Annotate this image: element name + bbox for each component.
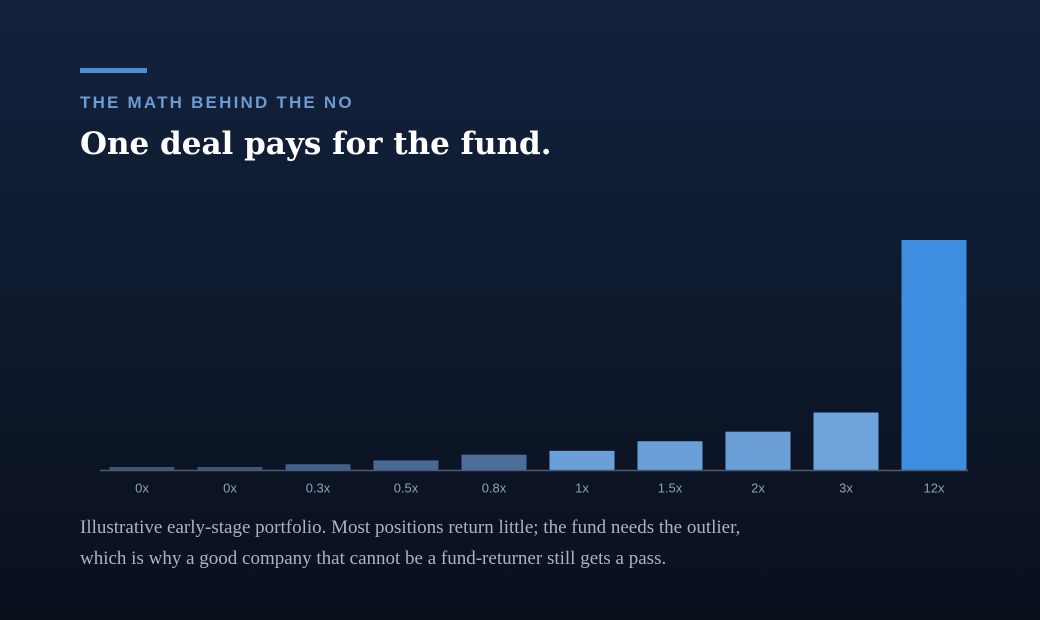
bar — [197, 467, 263, 470]
bar — [285, 464, 351, 470]
caption-line: which is why a good company that cannot … — [80, 548, 667, 569]
bar-label: 12x — [924, 480, 945, 495]
bar — [109, 467, 175, 470]
bar-label: 0x — [223, 480, 237, 495]
bar-label: 3x — [839, 480, 853, 495]
bar-label: 0x — [135, 480, 149, 495]
bar — [725, 431, 791, 470]
bar — [373, 460, 439, 470]
chart-title: One deal pays for the fund. — [80, 126, 552, 162]
bar — [637, 441, 703, 470]
bar — [813, 412, 879, 470]
caption-line: Illustrative early-stage portfolio. Most… — [80, 517, 741, 538]
accent-bar — [80, 68, 147, 73]
bar — [461, 454, 527, 470]
bar-label: 0.3x — [306, 480, 331, 495]
bar-label: 1.5x — [658, 480, 683, 495]
bar-label: 2x — [751, 480, 765, 495]
bar-label: 0.8x — [482, 480, 507, 495]
bar-label: 1x — [575, 480, 589, 495]
bar — [549, 450, 615, 470]
eyebrow: THE MATH BEHIND THE NO — [80, 93, 354, 112]
caption: Illustrative early-stage portfolio. Most… — [80, 512, 740, 574]
bar-label: 0.5x — [394, 480, 419, 495]
bar — [901, 240, 967, 470]
